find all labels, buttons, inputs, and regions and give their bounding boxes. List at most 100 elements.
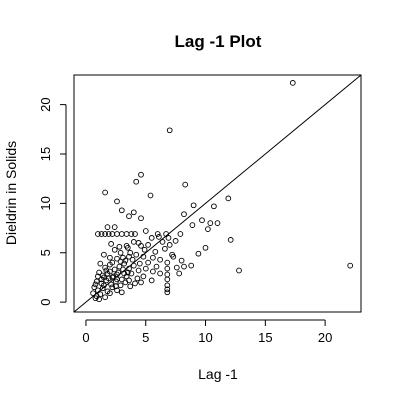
data-point (105, 231, 112, 237)
data-point (138, 279, 144, 286)
data-point (130, 262, 137, 269)
data-point (140, 253, 147, 260)
data-point (103, 267, 110, 274)
data-point (98, 231, 105, 237)
data-point (227, 237, 234, 243)
y-axis-label: Dieldrin in Solids (3, 141, 19, 245)
data-point (116, 263, 123, 270)
data-point (114, 276, 120, 283)
data-point (164, 286, 171, 293)
x-tick-label: 20 (318, 330, 332, 345)
data-point (113, 283, 119, 290)
data-point (140, 273, 147, 280)
data-point (130, 209, 137, 216)
data-point (132, 231, 138, 237)
data-point (107, 268, 113, 275)
data-point (93, 278, 100, 285)
data-point (114, 287, 120, 294)
data-point (205, 226, 211, 232)
data-point (150, 268, 156, 275)
data-point (347, 262, 354, 269)
data-point (92, 295, 99, 302)
data-point (109, 231, 116, 237)
data-point (102, 231, 108, 237)
data-point (181, 211, 187, 218)
data-point (138, 242, 144, 249)
data-point (164, 276, 171, 283)
data-point (114, 255, 120, 262)
data-point (133, 178, 140, 185)
data-point (136, 260, 143, 267)
data-point (177, 231, 184, 237)
x-tick-label: 10 (198, 330, 212, 345)
data-point (101, 282, 107, 289)
data-point (109, 274, 116, 281)
data-point (132, 280, 138, 287)
data-point (121, 270, 128, 277)
data-point (92, 281, 99, 288)
data-point (147, 192, 154, 199)
data-point (182, 181, 189, 188)
data-point (148, 277, 155, 284)
data-point (115, 269, 122, 276)
x-axis-label: Lag -1 (198, 366, 238, 382)
data-point (138, 171, 144, 178)
plot-frame (73, 74, 362, 313)
data-point (170, 253, 177, 260)
data-point (236, 267, 242, 274)
x-tick-label: 0 (82, 330, 89, 345)
data-point (102, 294, 108, 301)
data-point (108, 241, 114, 247)
data-point (207, 220, 214, 226)
data-point (214, 220, 221, 226)
data-point (130, 239, 137, 245)
data-point (117, 282, 124, 289)
data-point (111, 266, 118, 273)
data-point (166, 242, 173, 248)
data-point (148, 235, 155, 241)
data-point (135, 267, 142, 274)
data-point (123, 242, 130, 249)
data-point (181, 263, 187, 270)
data-point (114, 231, 120, 237)
data-point (99, 285, 106, 292)
data-point (162, 245, 168, 252)
data-point (176, 270, 183, 277)
data-point (166, 127, 173, 134)
data-point (109, 259, 116, 266)
data-point (128, 231, 135, 237)
data-point (164, 265, 171, 272)
data-point (116, 243, 123, 250)
data-point (142, 228, 149, 234)
data-point (97, 260, 104, 267)
x-axis: 0 5 10 15 20 (82, 319, 332, 345)
data-point (127, 249, 134, 256)
data-point (178, 257, 185, 264)
data-point (109, 284, 116, 291)
data-point (90, 290, 96, 297)
data-point (141, 246, 148, 253)
data-point (97, 291, 104, 298)
chart-title: Lag -1 Plot (175, 32, 262, 51)
data-point (211, 203, 217, 210)
data-points (90, 80, 354, 303)
y-tick-label: 20 (38, 97, 53, 111)
data-point (165, 235, 172, 241)
data-point (117, 249, 124, 256)
data-point (225, 195, 232, 202)
data-point (114, 198, 120, 205)
data-point (122, 257, 129, 264)
x-tick-label: 5 (142, 330, 149, 345)
data-point (91, 284, 98, 291)
data-point (150, 254, 156, 261)
data-point (96, 269, 102, 276)
data-point (104, 224, 111, 230)
data-point (289, 80, 296, 86)
data-point (164, 271, 171, 278)
data-point (118, 207, 125, 214)
data-point (111, 224, 118, 230)
data-point (173, 264, 180, 271)
data-point (164, 289, 171, 296)
y-tick-label: 15 (38, 147, 53, 161)
